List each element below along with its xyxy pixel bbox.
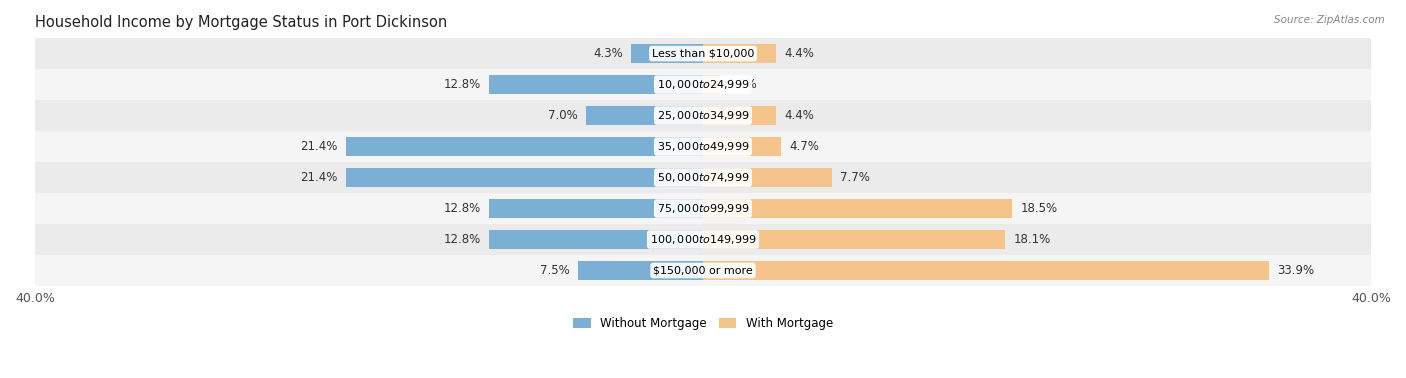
FancyBboxPatch shape — [35, 193, 1371, 224]
Text: Source: ZipAtlas.com: Source: ZipAtlas.com — [1274, 15, 1385, 25]
Text: $75,000 to $99,999: $75,000 to $99,999 — [657, 202, 749, 215]
Bar — [489, 230, 703, 249]
Text: 1.0%: 1.0% — [728, 78, 758, 91]
Text: $10,000 to $24,999: $10,000 to $24,999 — [657, 78, 749, 91]
Legend: Without Mortgage, With Mortgage: Without Mortgage, With Mortgage — [568, 312, 838, 335]
Text: 12.8%: 12.8% — [444, 78, 481, 91]
Text: $150,000 or more: $150,000 or more — [654, 265, 752, 276]
Bar — [703, 168, 831, 187]
Bar — [578, 261, 703, 280]
Text: $100,000 to $149,999: $100,000 to $149,999 — [650, 233, 756, 246]
Text: 12.8%: 12.8% — [444, 202, 481, 215]
Bar — [703, 137, 782, 156]
Bar — [703, 44, 776, 63]
Text: 7.7%: 7.7% — [839, 171, 870, 184]
Bar — [703, 261, 1270, 280]
FancyBboxPatch shape — [35, 100, 1371, 131]
FancyBboxPatch shape — [35, 69, 1371, 100]
FancyBboxPatch shape — [35, 255, 1371, 286]
Bar — [703, 199, 1012, 218]
Text: Household Income by Mortgage Status in Port Dickinson: Household Income by Mortgage Status in P… — [35, 15, 447, 30]
Bar — [703, 230, 1005, 249]
Bar — [631, 44, 703, 63]
Text: 4.7%: 4.7% — [790, 140, 820, 153]
Bar — [489, 75, 703, 94]
Text: 18.1%: 18.1% — [1014, 233, 1050, 246]
FancyBboxPatch shape — [35, 38, 1371, 69]
Text: $50,000 to $74,999: $50,000 to $74,999 — [657, 171, 749, 184]
Text: $25,000 to $34,999: $25,000 to $34,999 — [657, 109, 749, 122]
Text: 4.4%: 4.4% — [785, 109, 814, 122]
Text: 18.5%: 18.5% — [1021, 202, 1057, 215]
Bar — [586, 106, 703, 125]
Text: 4.3%: 4.3% — [593, 47, 623, 60]
Text: 7.5%: 7.5% — [540, 264, 569, 277]
Text: 21.4%: 21.4% — [299, 140, 337, 153]
Text: $35,000 to $49,999: $35,000 to $49,999 — [657, 140, 749, 153]
Bar — [703, 75, 720, 94]
Text: Less than $10,000: Less than $10,000 — [652, 49, 754, 59]
Bar — [346, 137, 703, 156]
Bar — [703, 106, 776, 125]
FancyBboxPatch shape — [35, 131, 1371, 162]
Text: 33.9%: 33.9% — [1278, 264, 1315, 277]
Text: 7.0%: 7.0% — [548, 109, 578, 122]
Bar — [346, 168, 703, 187]
FancyBboxPatch shape — [35, 162, 1371, 193]
Bar — [489, 199, 703, 218]
Text: 4.4%: 4.4% — [785, 47, 814, 60]
Text: 21.4%: 21.4% — [299, 171, 337, 184]
FancyBboxPatch shape — [35, 224, 1371, 255]
Text: 12.8%: 12.8% — [444, 233, 481, 246]
